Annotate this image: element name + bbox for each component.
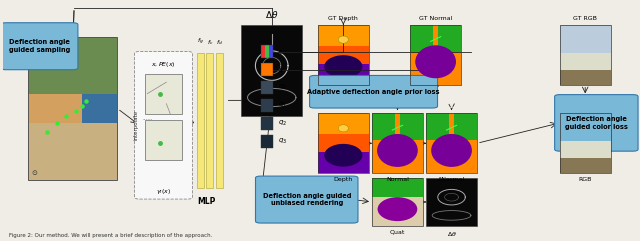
Bar bbox=[318, 152, 369, 173]
Text: ANormal: ANormal bbox=[438, 177, 465, 182]
Bar bbox=[560, 53, 611, 70]
Ellipse shape bbox=[415, 45, 456, 78]
Text: $\gamma_l(x)$: $\gamma_l(x)$ bbox=[156, 187, 171, 196]
Text: interpolate: interpolate bbox=[133, 110, 138, 140]
Text: $q_3$: $q_3$ bbox=[278, 137, 287, 146]
Text: Deflection angle
guided color loss: Deflection angle guided color loss bbox=[565, 116, 628, 130]
Text: GT Depth: GT Depth bbox=[328, 16, 358, 21]
Bar bbox=[410, 25, 433, 52]
Text: $\Delta\theta$: $\Delta\theta$ bbox=[447, 229, 456, 238]
Bar bbox=[560, 113, 611, 173]
Text: Quat: Quat bbox=[390, 229, 405, 234]
Bar bbox=[145, 74, 182, 114]
Bar bbox=[372, 178, 423, 197]
Text: $f_c$: $f_c$ bbox=[207, 39, 213, 47]
Bar bbox=[438, 25, 461, 52]
Ellipse shape bbox=[338, 36, 348, 43]
Text: Figure 2: Our method. We will present a brief description of the approach.: Figure 2: Our method. We will present a … bbox=[9, 233, 212, 238]
Bar bbox=[372, 113, 423, 173]
Text: Adaptive deflection angle prior loss: Adaptive deflection angle prior loss bbox=[307, 89, 440, 95]
Bar bbox=[372, 113, 395, 140]
Text: RGB: RGB bbox=[579, 177, 592, 182]
Ellipse shape bbox=[378, 197, 417, 221]
Bar bbox=[560, 25, 611, 85]
Text: ⊙: ⊙ bbox=[31, 170, 37, 176]
Text: s: s bbox=[278, 67, 282, 73]
Bar bbox=[454, 113, 477, 140]
Text: c: c bbox=[278, 49, 282, 55]
Text: Depth: Depth bbox=[333, 177, 353, 182]
Bar bbox=[426, 178, 477, 226]
Bar bbox=[269, 45, 273, 58]
Bar bbox=[82, 94, 117, 123]
Text: $f_d$: $f_d$ bbox=[216, 39, 223, 47]
Text: $x, PE(x)$: $x, PE(x)$ bbox=[151, 60, 176, 69]
Bar bbox=[426, 113, 477, 173]
Bar bbox=[28, 123, 117, 181]
Text: Deflection angle
guided sampling: Deflection angle guided sampling bbox=[9, 40, 70, 53]
Bar bbox=[216, 54, 223, 187]
FancyBboxPatch shape bbox=[555, 95, 638, 151]
Bar bbox=[318, 64, 369, 85]
Text: GT RGB: GT RGB bbox=[573, 16, 597, 21]
FancyBboxPatch shape bbox=[1, 23, 78, 70]
Bar bbox=[260, 63, 273, 76]
Bar bbox=[28, 94, 82, 123]
Bar bbox=[318, 134, 369, 152]
Bar bbox=[318, 25, 369, 46]
Bar bbox=[260, 45, 273, 58]
Bar bbox=[426, 113, 477, 173]
Bar bbox=[260, 117, 273, 130]
Text: $f_g$: $f_g$ bbox=[197, 37, 204, 47]
Bar bbox=[241, 25, 302, 116]
Bar bbox=[28, 37, 117, 94]
Bar bbox=[145, 120, 182, 160]
Bar bbox=[560, 113, 611, 143]
Bar bbox=[372, 113, 423, 173]
Ellipse shape bbox=[324, 55, 362, 78]
Bar bbox=[400, 113, 423, 140]
Text: $q_2$: $q_2$ bbox=[278, 119, 287, 128]
Ellipse shape bbox=[324, 144, 362, 167]
FancyBboxPatch shape bbox=[255, 176, 358, 223]
Bar bbox=[560, 55, 611, 85]
Bar bbox=[28, 37, 117, 181]
Text: ......: ...... bbox=[143, 116, 154, 120]
Bar bbox=[197, 54, 204, 187]
Bar bbox=[318, 46, 369, 64]
Bar bbox=[207, 54, 214, 187]
Text: MLP: MLP bbox=[197, 197, 216, 206]
Bar bbox=[410, 25, 461, 85]
Bar bbox=[28, 37, 117, 181]
Bar bbox=[372, 178, 423, 226]
Text: Normal: Normal bbox=[386, 177, 409, 182]
Bar bbox=[410, 25, 461, 85]
Text: GT Normal: GT Normal bbox=[419, 16, 452, 21]
Bar bbox=[260, 135, 273, 148]
Bar bbox=[560, 113, 611, 173]
Ellipse shape bbox=[338, 125, 348, 132]
Bar bbox=[318, 25, 369, 85]
Text: $\Delta\theta$: $\Delta\theta$ bbox=[265, 9, 278, 20]
Bar bbox=[372, 178, 423, 226]
Text: Deflection angle guided
unbiased rendering: Deflection angle guided unbiased renderi… bbox=[262, 193, 351, 206]
Bar bbox=[260, 81, 273, 94]
Bar bbox=[318, 113, 369, 173]
FancyBboxPatch shape bbox=[134, 52, 193, 199]
Ellipse shape bbox=[377, 134, 418, 167]
Bar bbox=[265, 45, 269, 58]
Bar bbox=[560, 141, 611, 158]
Bar bbox=[560, 25, 611, 85]
Bar bbox=[560, 25, 611, 55]
Bar bbox=[560, 143, 611, 173]
Text: $q_0$: $q_0$ bbox=[278, 83, 288, 92]
Bar bbox=[260, 45, 265, 58]
FancyBboxPatch shape bbox=[310, 75, 438, 108]
Bar bbox=[426, 113, 449, 140]
Text: $q_1$: $q_1$ bbox=[278, 101, 287, 110]
Ellipse shape bbox=[431, 134, 472, 167]
Bar bbox=[318, 113, 369, 134]
Bar bbox=[260, 99, 273, 112]
